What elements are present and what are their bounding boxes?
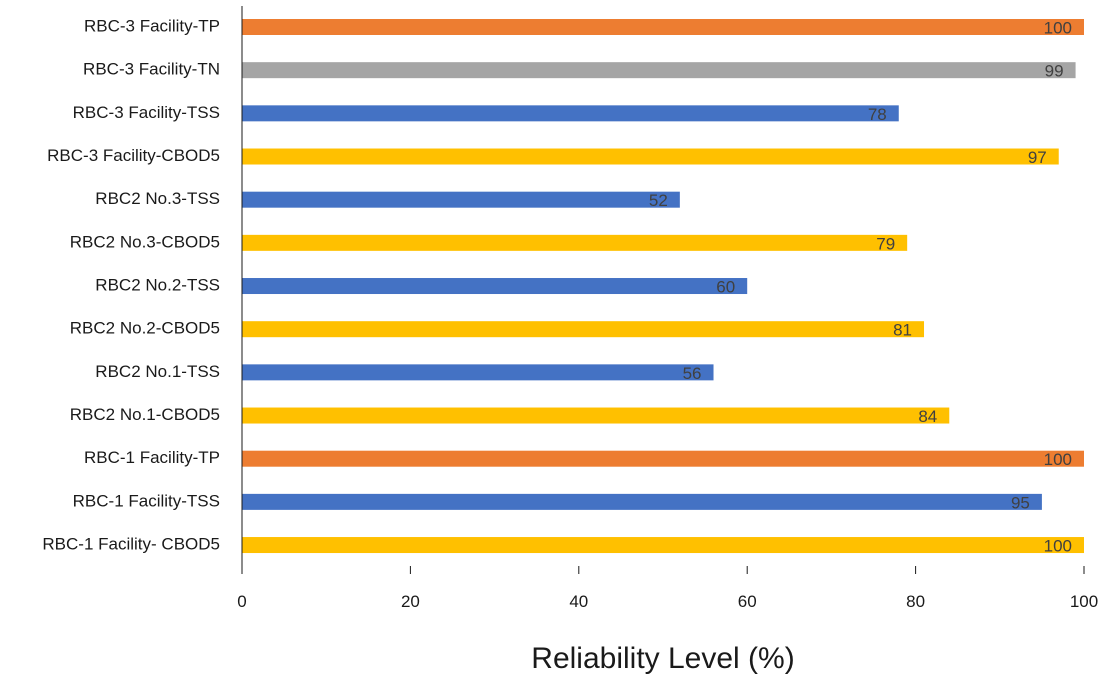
x-tick-label: 60 bbox=[738, 592, 757, 611]
x-tick-label: 80 bbox=[906, 592, 925, 611]
category-label: RBC-1 Facility-TSS bbox=[73, 491, 220, 510]
x-axis-ticks: 0 20 40 60 80 100 bbox=[237, 566, 1098, 611]
bar bbox=[242, 148, 1059, 165]
data-label: 60 bbox=[716, 278, 735, 297]
category-label: RBC2 No.3-CBOD5 bbox=[70, 232, 220, 251]
data-label: 95 bbox=[1011, 493, 1030, 512]
category-label: RBC-1 Facility-TP bbox=[84, 448, 220, 467]
data-label: 56 bbox=[683, 364, 702, 383]
bar bbox=[242, 537, 1084, 554]
category-label: RBC2 No.1-CBOD5 bbox=[70, 405, 220, 424]
data-label: 99 bbox=[1045, 62, 1064, 81]
data-label: 100 bbox=[1044, 18, 1072, 37]
category-label: RBC-3 Facility-TP bbox=[84, 16, 220, 35]
data-label: 100 bbox=[1044, 537, 1072, 556]
data-label: 81 bbox=[893, 321, 912, 340]
bar bbox=[242, 62, 1076, 79]
bar bbox=[242, 493, 1042, 510]
x-tick-label: 100 bbox=[1070, 592, 1098, 611]
x-tick-label: 20 bbox=[401, 592, 420, 611]
bar bbox=[242, 234, 908, 251]
category-label: RBC-3 Facility-CBOD5 bbox=[47, 146, 220, 165]
data-label: 78 bbox=[868, 105, 887, 124]
data-label: 79 bbox=[876, 234, 895, 253]
x-tick-label: 0 bbox=[237, 592, 246, 611]
category-label: RBC-3 Facility-TN bbox=[83, 60, 220, 79]
bar bbox=[242, 19, 1084, 35]
x-axis-title: Reliability Level (%) bbox=[531, 642, 794, 675]
category-label: RBC2 No.2-TSS bbox=[95, 276, 220, 295]
data-label: 100 bbox=[1044, 450, 1072, 469]
category-label: RBC2 No.2-CBOD5 bbox=[70, 319, 220, 338]
data-label: 52 bbox=[649, 191, 668, 210]
data-labels: 100 99 78 97 52 79 60 81 56 84 100 95 100 bbox=[649, 18, 1072, 555]
bar bbox=[242, 407, 950, 424]
category-label: RBC-1 Facility- CBOD5 bbox=[42, 535, 220, 554]
bar bbox=[242, 450, 1084, 467]
bar bbox=[242, 105, 899, 122]
x-tick-label: 40 bbox=[569, 592, 588, 611]
category-label: RBC-3 Facility-TSS bbox=[73, 103, 220, 122]
data-label: 97 bbox=[1028, 148, 1047, 167]
bar bbox=[242, 278, 748, 295]
bar bbox=[242, 364, 714, 381]
bar bbox=[242, 321, 925, 338]
category-label: RBC2 No.1-TSS bbox=[95, 362, 220, 381]
category-labels: RBC-3 Facility-TP RBC-3 Facility-TN RBC-3 … bbox=[42, 16, 220, 553]
bar bbox=[242, 191, 680, 208]
bars bbox=[242, 19, 1084, 554]
category-label: RBC2 No.3-TSS bbox=[95, 189, 220, 208]
data-label: 84 bbox=[918, 407, 937, 426]
